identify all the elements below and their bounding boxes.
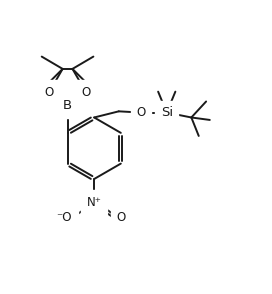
Text: ⁻O: ⁻O bbox=[57, 211, 72, 224]
Text: B: B bbox=[63, 99, 72, 112]
Text: O: O bbox=[81, 86, 91, 99]
Text: O: O bbox=[136, 106, 146, 119]
Text: O: O bbox=[116, 211, 126, 224]
Text: N⁺: N⁺ bbox=[87, 196, 102, 209]
Text: Si: Si bbox=[161, 106, 173, 119]
Text: O: O bbox=[44, 86, 54, 99]
